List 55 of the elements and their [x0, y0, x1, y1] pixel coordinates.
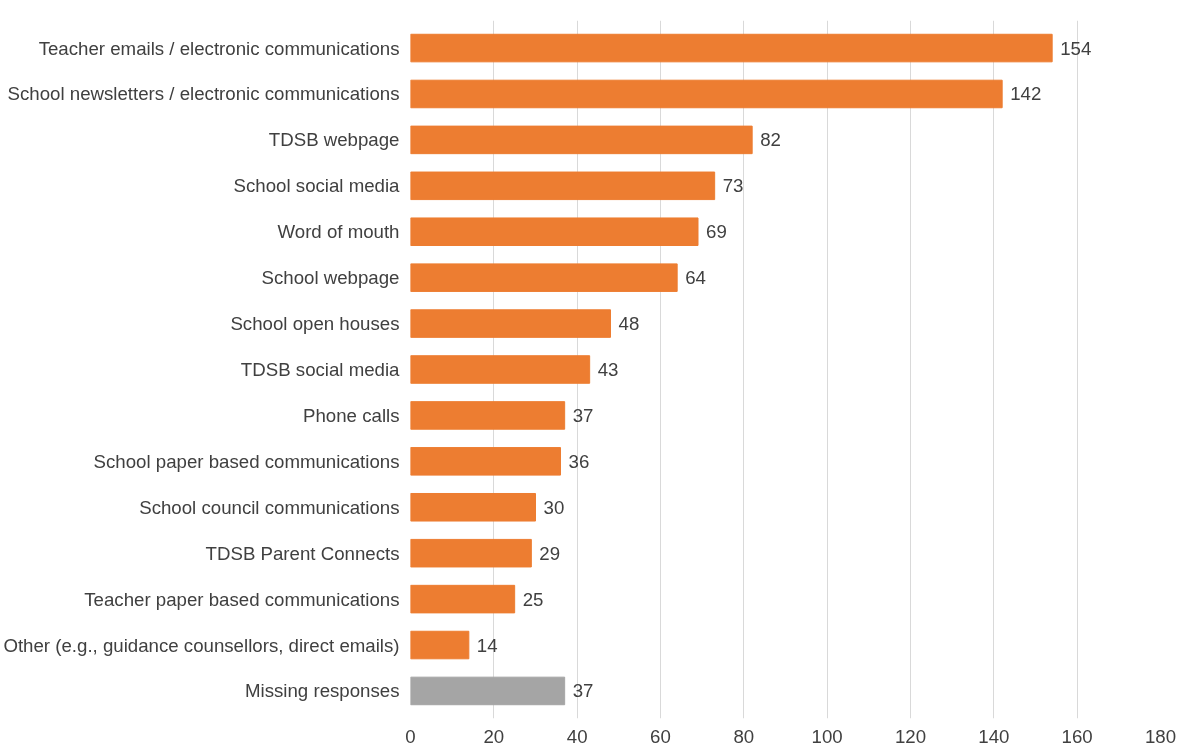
- data-label: 25: [522, 588, 544, 610]
- x-tick-label: 20: [483, 725, 505, 747]
- data-label: 30: [543, 496, 565, 518]
- bar: [410, 630, 470, 660]
- y-tick-label: School paper based communications: [93, 450, 400, 472]
- y-tick-label: School council communications: [139, 496, 400, 518]
- bar: [410, 79, 1003, 109]
- y-tick-label: School social media: [233, 175, 401, 197]
- data-label: 14: [476, 634, 498, 656]
- bar: [410, 171, 716, 201]
- y-tick-label: TDSB social media: [240, 359, 401, 380]
- x-tick-label: 100: [811, 725, 843, 747]
- x-tick-label: 120: [894, 725, 927, 747]
- data-label: 43: [597, 359, 619, 380]
- x-tick-label: 60: [650, 725, 671, 747]
- data-label: 37: [572, 404, 594, 426]
- data-label: 37: [572, 680, 594, 702]
- data-label: 73: [722, 175, 744, 197]
- data-label: 29: [539, 542, 561, 564]
- data-label: 36: [568, 450, 590, 472]
- x-tick-label: 80: [733, 725, 755, 747]
- bar: [410, 538, 532, 568]
- y-tick-label: Word of mouth: [277, 221, 400, 243]
- y-tick-label: Teacher emails / electronic communications: [38, 37, 400, 59]
- y-tick-label: TDSB Parent Connects: [205, 542, 400, 564]
- y-tick-label: Phone calls: [303, 404, 400, 426]
- bar: [410, 217, 699, 247]
- data-label: 142: [1010, 83, 1042, 105]
- x-tick-label: 140: [978, 725, 1010, 747]
- x-tick-label: 160: [1061, 725, 1093, 747]
- bar: [410, 401, 566, 430]
- y-tick-label: School newsletters / electronic communications: [7, 83, 400, 105]
- bar: [410, 447, 561, 476]
- y-tick-label: Missing responses: [245, 680, 400, 702]
- bar: [410, 33, 1053, 63]
- bar: [410, 309, 611, 338]
- x-tick-label: 180: [1144, 725, 1177, 747]
- x-tick-label: 0: [405, 725, 416, 747]
- bar: [410, 355, 591, 384]
- bar: [410, 676, 566, 706]
- bar: [410, 263, 678, 292]
- data-label: 48: [618, 313, 640, 335]
- data-label: 69: [706, 221, 727, 243]
- y-tick-label: School open houses: [230, 313, 400, 335]
- y-tick-label: Other (e.g., guidance counsellors, direct emails): [3, 634, 400, 656]
- data-label: 82: [760, 129, 781, 151]
- bar: [410, 125, 753, 155]
- bar: [410, 492, 536, 522]
- y-tick-label: School webpage: [261, 267, 400, 289]
- bar: [410, 584, 516, 614]
- data-label: 64: [685, 267, 706, 289]
- y-tick-label: TDSB webpage: [268, 129, 400, 151]
- y-tick-label: Teacher paper based communications: [84, 588, 400, 610]
- x-tick-label: 40: [566, 725, 588, 747]
- data-label: 154: [1060, 37, 1092, 59]
